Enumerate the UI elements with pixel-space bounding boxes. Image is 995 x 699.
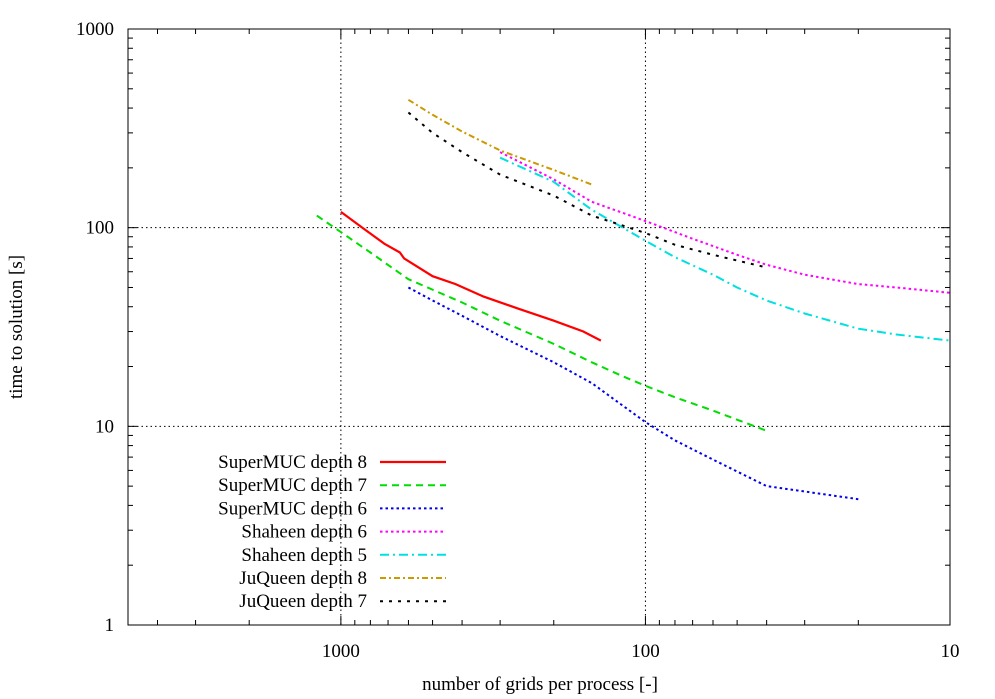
legend-label: Shaheen depth 5 — [241, 545, 367, 566]
y-tick-label: 10 — [95, 416, 114, 437]
legend-label: SuperMUC depth 7 — [218, 475, 367, 496]
series-line-juqueen-depth-8 — [407, 98, 593, 186]
x-tick-label: 10 — [941, 641, 960, 662]
grid — [128, 29, 950, 625]
x-axis-label: number of grids per process [-] — [422, 674, 658, 695]
series-line-shaheen-depth-6 — [499, 151, 951, 294]
series-line-supermuc-depth-6 — [407, 286, 859, 501]
y-tick-label: 100 — [86, 218, 115, 239]
y-axis-label: time to solution [s] — [6, 255, 27, 399]
plot-frame — [127, 28, 951, 626]
legend-label: SuperMUC depth 6 — [218, 498, 367, 519]
series-line-supermuc-depth-8 — [340, 211, 602, 342]
x-tick-label: 1000 — [322, 641, 360, 662]
axis-ticks: 1000 100 10 1 10 100 1000 — [76, 19, 960, 662]
y-tick-label: 1000 — [76, 19, 114, 40]
series-line-juqueen-depth-7 — [407, 111, 767, 269]
legend-label: JuQueen depth 8 — [239, 568, 367, 589]
legend-label: SuperMUC depth 8 — [218, 452, 367, 473]
legend-label: Shaheen depth 6 — [241, 522, 367, 543]
legend-label: JuQueen depth 7 — [239, 591, 367, 612]
series-line-supermuc-depth-7 — [316, 214, 767, 432]
series-line-shaheen-depth-5 — [499, 156, 951, 342]
series-group — [316, 98, 951, 501]
y-tick-label: 1 — [105, 615, 115, 636]
x-tick-label: 100 — [631, 641, 660, 662]
